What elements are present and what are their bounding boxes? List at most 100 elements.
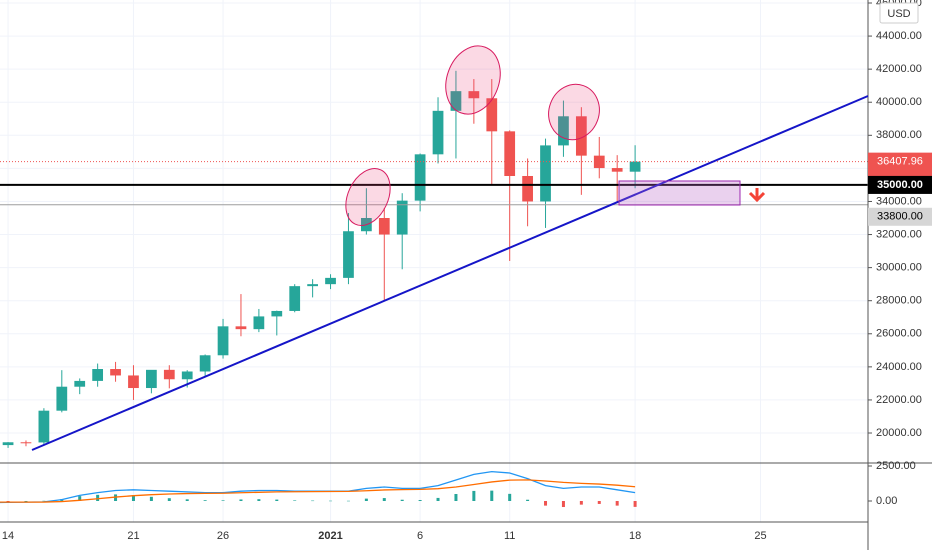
histogram-bar	[239, 499, 243, 501]
histogram-bar	[6, 500, 10, 502]
histogram-bar	[257, 499, 261, 501]
level-box	[868, 175, 932, 194]
candle-body	[92, 369, 104, 381]
histogram-bar	[400, 499, 404, 501]
y-tick-label: 26000.00	[876, 328, 922, 340]
histogram-bar	[167, 498, 171, 501]
y-tick-label: 44000.00	[876, 30, 922, 42]
candle-body	[74, 380, 86, 387]
currency-box	[879, 2, 919, 24]
candle-body	[181, 371, 193, 380]
candle-body	[38, 410, 50, 443]
candle-body	[2, 442, 14, 446]
histogram-bar	[329, 500, 333, 502]
candle-body	[325, 277, 336, 285]
candle-body	[110, 369, 121, 376]
macd-line	[0, 479, 636, 503]
candle-body	[235, 326, 247, 330]
histogram-bar	[131, 495, 135, 501]
candle-body	[56, 386, 68, 411]
highlight-ellipse	[345, 168, 391, 226]
y-tick-label: 42000.00	[876, 63, 922, 75]
candle-body	[199, 355, 211, 372]
histogram-bar	[490, 490, 494, 501]
histogram-bar	[454, 493, 458, 501]
histogram-bar	[203, 500, 207, 501]
highlight-ellipse	[445, 45, 501, 115]
level-box	[868, 207, 932, 226]
candle-body	[432, 110, 444, 155]
y-tick-label: 24000.00	[876, 361, 922, 373]
x-tick-label: 18	[629, 530, 641, 542]
candle-body	[146, 369, 157, 389]
candle-body	[414, 154, 426, 201]
histogram-bar	[311, 500, 315, 502]
candle-body	[307, 284, 318, 287]
x-tick-label: 14	[2, 530, 14, 542]
histogram-bar	[508, 493, 512, 501]
histogram-bar	[615, 500, 619, 506]
level-label: 33800.00	[877, 211, 923, 223]
zone-box	[618, 180, 741, 206]
histogram-bar	[544, 500, 548, 506]
y-tick-label: 20000.00	[876, 427, 922, 439]
histogram-bar	[24, 500, 28, 502]
x-tick-label: 26	[217, 530, 229, 542]
histogram-bar	[78, 496, 82, 501]
y-tick-label: 30000.00	[876, 262, 922, 274]
candle-body	[20, 442, 32, 444]
y-tick-label: 28000.00	[876, 295, 922, 307]
candle-body	[396, 200, 408, 235]
y-tick-label: 34000.00	[876, 195, 922, 207]
candle-body	[163, 369, 175, 380]
histogram-bar	[364, 498, 368, 501]
candle-body	[128, 375, 139, 389]
candle-body	[343, 231, 354, 278]
histogram-bar	[472, 490, 476, 501]
candle-body	[629, 161, 641, 172]
candle-body	[217, 326, 229, 356]
candle-body	[558, 116, 569, 146]
candle-body	[522, 175, 533, 202]
histogram-bar	[275, 499, 279, 501]
candle-body	[378, 218, 390, 235]
candle-body	[289, 286, 301, 311]
candle-body	[271, 310, 283, 317]
y-tick-label: 40000.00	[876, 96, 922, 108]
currency: USD	[887, 8, 910, 20]
candle-body	[540, 145, 551, 202]
histogram-bar	[293, 500, 297, 501]
y-tick-label: 32000.00	[876, 228, 922, 240]
histogram-bar	[42, 500, 46, 502]
down-arrow	[748, 188, 766, 203]
histogram-bar	[579, 500, 583, 505]
histogram-bar	[185, 499, 189, 501]
last-price-label: 36407.96	[877, 156, 923, 168]
histogram-bar	[561, 500, 565, 508]
x-tick-label: 6	[417, 530, 423, 542]
candle-body	[468, 91, 480, 99]
y-tick-label: 0.00	[876, 495, 897, 507]
candle-body	[504, 131, 516, 176]
y-tick-label: 38000.00	[876, 129, 922, 141]
histogram-bar	[633, 500, 637, 507]
candle-body	[593, 155, 605, 169]
histogram-bar	[149, 496, 153, 501]
histogram-bar	[526, 499, 530, 501]
histogram-bar	[221, 500, 225, 501]
y-tick-label: 2500.00	[876, 460, 916, 472]
price-pane	[0, 0, 868, 522]
histogram-bar	[418, 500, 422, 501]
candle-body	[253, 316, 265, 330]
trend-line	[31, 95, 869, 451]
y-tick-label: 22000.00	[876, 394, 922, 406]
x-tick-label: 2021	[318, 530, 342, 542]
histogram-bar	[96, 494, 100, 501]
histogram-bar	[382, 498, 386, 501]
histogram-bar	[436, 497, 440, 501]
candle-body	[450, 91, 462, 111]
candle-body	[486, 98, 498, 132]
histogram-bar	[346, 500, 350, 502]
